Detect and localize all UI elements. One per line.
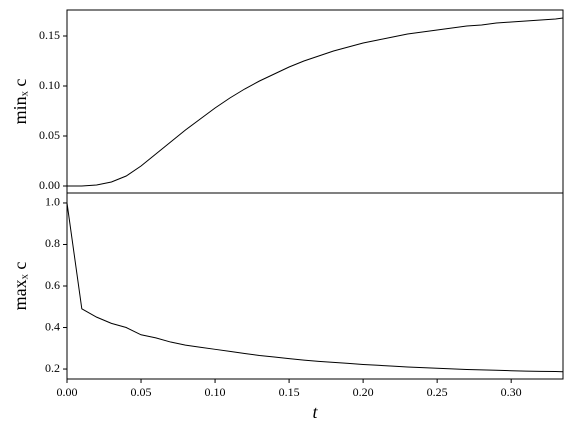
y-tick-label: 0.15	[39, 28, 60, 42]
x-tick-label: 0.10	[205, 385, 226, 399]
y-tick-label: 0.2	[45, 361, 60, 375]
x-axis-label: t	[312, 402, 318, 422]
x-tick-label: 0.00	[57, 385, 78, 399]
x-tick-label: 0.15	[279, 385, 300, 399]
y-axis-label: minₓ c	[10, 79, 30, 125]
y-tick-label: 0.4	[45, 319, 60, 333]
y-tick-label: 0.00	[39, 178, 60, 192]
x-tick-label: 0.20	[353, 385, 374, 399]
y-tick-label: 0.6	[45, 278, 60, 292]
line	[66, 202, 564, 373]
y-axis-label: maxₓ c	[10, 262, 30, 311]
y-tick-label: 0.10	[39, 78, 60, 92]
y-tick-label: 1.0	[45, 195, 60, 209]
line	[67, 17, 564, 187]
x-tick-label: 0.05	[131, 385, 152, 399]
plot-frame	[66, 192, 564, 380]
y-tick-label: 0.8	[45, 236, 60, 250]
y-tick-label: 0.05	[39, 128, 60, 142]
x-tick-label: 0.25	[427, 385, 448, 399]
x-tick-label: 0.30	[501, 385, 522, 399]
